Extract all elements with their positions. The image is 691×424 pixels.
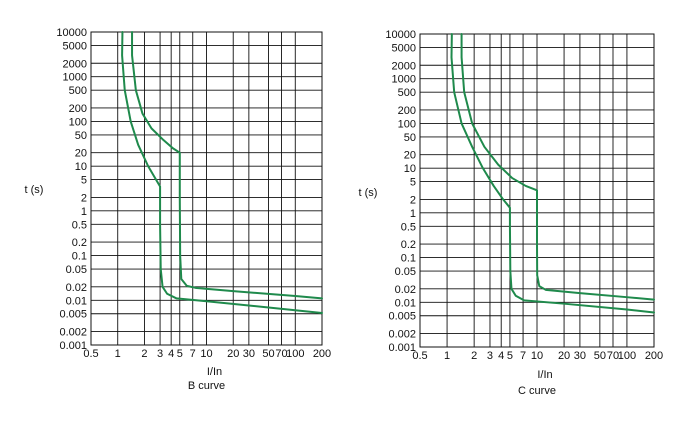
chart-1-title: B curve (188, 380, 225, 392)
chart-1-ytick-label: 1000 (63, 72, 87, 84)
chart-2-ytick-label: 1000 (392, 74, 416, 86)
chart-1-ytick-label: 0.01 (66, 295, 87, 307)
chart-2: 100005000200010005002001005020105210.50.… (359, 29, 664, 397)
chart-2-ylabel: t (s) (359, 187, 378, 199)
chart-2-xtick-label: 0.5 (412, 350, 427, 362)
chart-1-ytick-label: 0.5 (72, 219, 87, 231)
chart-1-ylabel: t (s) (25, 184, 44, 196)
chart-2-xtick-label: 70 (607, 350, 619, 362)
chart-2-ytick-label: 0.1 (401, 253, 416, 265)
chart-2-title: C curve (518, 385, 556, 397)
chart-2-ytick-label: 20 (404, 150, 416, 162)
chart-1-ytick-label: 0.2 (72, 237, 87, 249)
chart-2-xtick-label: 30 (574, 350, 586, 362)
chart-1-ytick-label: 20 (75, 148, 87, 160)
chart-2-ytick-label: 2 (410, 194, 416, 206)
chart-1-ytick-label: 5 (81, 175, 87, 187)
chart-1-ytick-label: 1 (81, 206, 87, 218)
chart-1-ytick-label: 0.002 (59, 327, 87, 339)
chart-2-series-1 (450, 33, 655, 314)
chart-2-ytick-label: 50 (404, 132, 416, 144)
chart-2-ytick-label: 0.002 (388, 329, 416, 341)
chart-1-ytick-label: 200 (69, 103, 87, 115)
chart-2-ytick-label: 200 (398, 105, 416, 117)
chart-2-ytick-label: 0.02 (395, 284, 416, 296)
chart-1-xtick-label: 3 (157, 348, 163, 360)
chart-1-ytick-label: 50 (75, 130, 87, 142)
chart-1-xtick-label: 10 (200, 348, 212, 360)
chart-1-series-2 (131, 31, 323, 300)
chart-1-ytick-label: 2 (81, 192, 87, 204)
chart-2-xtick-label: 3 (487, 350, 493, 362)
chart-2-xtick-label: 20 (558, 350, 570, 362)
chart-1-xtick-label: 20 (227, 348, 239, 360)
chart-1-ytick-label: 10000 (56, 27, 87, 39)
chart-2-ytick-label: 0.01 (395, 297, 416, 309)
chart-1-xtick-label: 0.5 (83, 348, 98, 360)
chart-2-ytick-label: 2000 (392, 60, 416, 72)
chart-2-ytick-label: 0.2 (401, 239, 416, 251)
chart-1-ytick-label: 10 (75, 161, 87, 173)
chart-2-series-2 (460, 33, 655, 301)
chart-1-xtick-label: 5 (177, 348, 183, 360)
chart-1-xtick-label: 200 (313, 348, 331, 360)
chart-1-ytick-label: 2000 (63, 58, 87, 70)
chart-2-xtick-label: 5 (507, 350, 513, 362)
chart-2-ytick-label: 1 (410, 208, 416, 220)
chart-2-xtick-label: 200 (645, 350, 663, 362)
chart-2-ytick-label: 0.5 (401, 221, 416, 233)
chart-1-ytick-label: 5000 (63, 40, 87, 52)
chart-2-ytick-label: 10 (404, 163, 416, 175)
chart-1-xtick-label: 50 (262, 348, 274, 360)
chart-2-xlabel: I/In (537, 369, 552, 381)
chart-1-ytick-label: 0.005 (59, 309, 87, 321)
chart-2-xtick-label: 10 (531, 350, 543, 362)
chart-1-ytick-label: 500 (69, 85, 87, 97)
chart-2-ytick-label: 500 (398, 87, 416, 99)
chart-1-frame (90, 31, 323, 346)
chart-2-ytick-label: 0.005 (388, 311, 416, 323)
chart-1-xtick-label: 30 (243, 348, 255, 360)
chart-2-xtick-label: 100 (618, 350, 636, 362)
chart-1-xtick-label: 70 (275, 348, 287, 360)
chart-2-ytick-label: 0.001 (388, 342, 416, 354)
chart-2-ytick-label: 5 (410, 177, 416, 189)
chart-1-ytick-label: 0.05 (66, 264, 87, 276)
chart-1-series-1 (121, 31, 323, 314)
chart-2-ytick-label: 100 (398, 118, 416, 130)
chart-1-xtick-label: 4 (168, 348, 174, 360)
chart-1-ytick-label: 0.001 (59, 340, 87, 352)
chart-1-xtick-label: 100 (286, 348, 304, 360)
chart-1-xtick-label: 2 (141, 348, 147, 360)
chart-2-xtick-label: 4 (498, 350, 504, 362)
chart-2-ytick-label: 10000 (385, 29, 416, 41)
chart-1-xlabel: I/In (207, 366, 222, 378)
chart-2-ytick-label: 0.05 (395, 266, 416, 278)
chart-1-xtick-label: 7 (190, 348, 196, 360)
chart-1-ytick-label: 0.02 (66, 282, 87, 294)
chart-1-ytick-label: 0.1 (72, 251, 87, 263)
chart-2-xtick-label: 2 (471, 350, 477, 362)
chart-2-frame (419, 33, 655, 348)
chart-2-xtick-label: 50 (594, 350, 606, 362)
chart-2-ytick-label: 5000 (392, 42, 416, 54)
chart-2-xtick-label: 1 (444, 350, 450, 362)
chart-2-xtick-label: 7 (520, 350, 526, 362)
chart-1-xtick-label: 1 (115, 348, 121, 360)
chart-1: 100005000200010005002001005020105210.50.… (25, 27, 332, 392)
chart-1-ytick-label: 100 (69, 116, 87, 128)
